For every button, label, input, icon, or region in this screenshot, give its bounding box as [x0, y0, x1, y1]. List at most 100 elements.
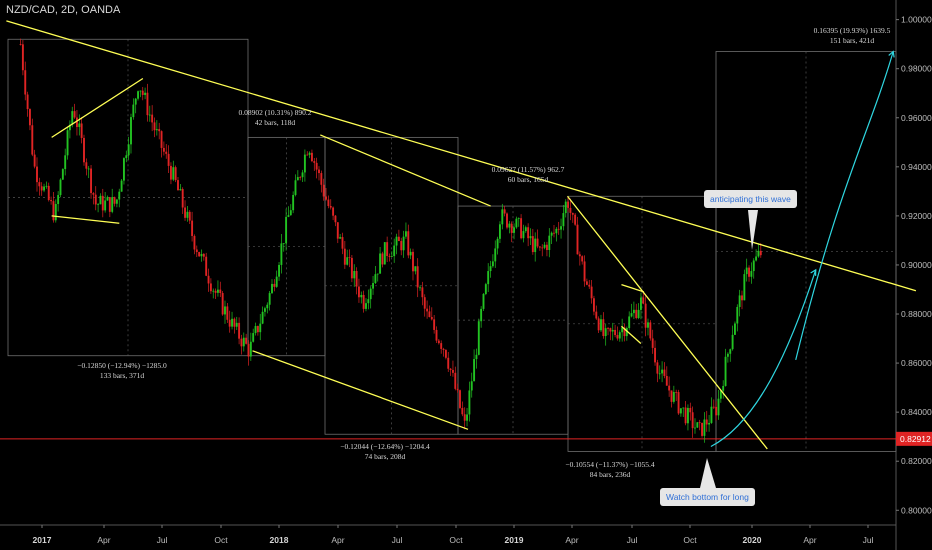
candle-body: [132, 104, 135, 118]
candle-body: [184, 207, 186, 218]
candle-body: [26, 94, 29, 110]
candle-body: [99, 195, 102, 205]
candle-body: [456, 388, 459, 391]
candle-body: [322, 184, 325, 197]
candle-body: [287, 215, 290, 217]
candle-body: [607, 328, 609, 329]
candle-body: [468, 390, 471, 415]
candle-body: [28, 109, 31, 126]
candle-body: [167, 153, 170, 166]
candle-body: [670, 390, 673, 402]
candle-body: [712, 406, 715, 408]
candle-body: [177, 180, 179, 191]
candle-body: [214, 290, 217, 293]
candle-body: [447, 357, 450, 369]
candle-body: [637, 309, 640, 319]
candle-body: [104, 200, 107, 211]
x-tick-label: Jul: [157, 535, 168, 545]
projection-arrowhead: [888, 50, 895, 58]
candle-body: [618, 332, 621, 339]
measure-label-primary: −0.12850 (−12.94%) −1285.0: [77, 361, 167, 370]
candle-body: [562, 213, 565, 227]
candle-body: [111, 197, 114, 212]
candle-body: [254, 326, 257, 334]
candle-body: [139, 90, 142, 92]
candle-body: [470, 381, 473, 391]
measure-label-primary: −0.10554 (−11.37%) −1055.4: [565, 460, 655, 469]
candle-body: [36, 166, 38, 183]
candle-body: [611, 329, 614, 332]
candle-body: [379, 253, 382, 274]
candle-body: [224, 306, 226, 315]
candle-body: [369, 288, 372, 300]
x-tick-label: 2019: [505, 535, 524, 545]
candle-body: [195, 249, 198, 253]
candle-body: [181, 189, 184, 208]
x-tick-label: Jul: [627, 535, 638, 545]
candle-body: [745, 267, 748, 275]
candle-body: [649, 322, 652, 339]
candle-body: [66, 130, 69, 156]
candle-body: [719, 390, 722, 399]
candle-body: [560, 226, 562, 230]
candle-body: [205, 256, 208, 276]
candle-body: [404, 231, 407, 237]
candle-body: [419, 287, 421, 289]
candle-body: [679, 408, 682, 414]
measure-label-secondary: 74 bars, 208d: [365, 452, 406, 461]
candle-body: [137, 91, 139, 99]
candle-body: [160, 131, 163, 148]
candle-body: [268, 293, 271, 305]
measure-label-secondary: 84 bars, 236d: [590, 470, 631, 479]
candle-body: [162, 147, 165, 152]
y-tick-label: 0.84000: [901, 407, 932, 417]
candle-body: [651, 338, 654, 348]
candle-body: [289, 210, 292, 216]
y-tick-label: 0.92000: [901, 211, 932, 221]
candle-body: [520, 218, 523, 239]
candle-body: [120, 180, 123, 192]
candle-body: [663, 369, 666, 376]
trend-line: [621, 283, 645, 293]
candle-body: [33, 154, 36, 167]
candle-body: [38, 182, 41, 187]
candle-body: [219, 289, 222, 294]
candle-body: [701, 422, 703, 436]
candle-body: [200, 254, 203, 257]
candle-body: [357, 286, 360, 298]
candle-body: [409, 251, 412, 256]
candle-body: [165, 151, 168, 154]
candle-body: [496, 238, 499, 249]
candle-body: [397, 236, 400, 242]
candle-body: [595, 311, 598, 319]
candle-body: [43, 186, 45, 191]
candle-body: [271, 283, 273, 294]
candle-body: [395, 236, 398, 246]
candle-body: [642, 297, 645, 304]
candle-body: [106, 197, 109, 201]
x-tick-label: Apr: [803, 535, 816, 545]
candle-body: [266, 304, 269, 309]
candle-body: [130, 117, 132, 145]
candle-body: [59, 179, 62, 196]
candle-body: [245, 337, 248, 344]
candle-body: [231, 318, 233, 327]
candle-body: [285, 216, 288, 244]
candle-body: [188, 211, 191, 221]
x-tick-label: 2018: [270, 535, 289, 545]
candle-body: [332, 207, 335, 216]
candle-body: [374, 274, 377, 284]
candle-body: [191, 220, 194, 236]
candle-body: [444, 349, 447, 358]
candle-body: [661, 369, 664, 374]
candle-body: [459, 390, 461, 408]
candle-body: [282, 243, 285, 245]
candle-body: [421, 287, 424, 298]
candle-body: [148, 114, 151, 116]
candle-body: [741, 295, 743, 301]
candle-body: [31, 125, 34, 155]
measure-label-secondary: 151 bars, 421d: [830, 36, 875, 45]
candle-body: [233, 318, 236, 327]
candle-body: [433, 319, 436, 330]
